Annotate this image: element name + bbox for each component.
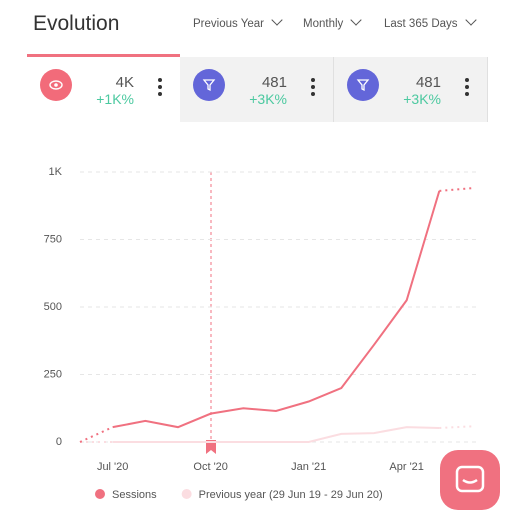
icon — [347, 69, 379, 101]
y-tick-label: 250 — [44, 368, 62, 380]
chat-button[interactable] — [440, 450, 500, 510]
filter[interactable]: Last 365 Days — [384, 18, 475, 30]
line — [112, 190, 441, 429]
event-flag — [206, 440, 216, 454]
metric-card[interactable]: 4K +1K% — [27, 57, 181, 122]
x-tick-label: Oct '20 — [193, 461, 228, 473]
metric-change: +1K% — [96, 91, 134, 107]
line — [439, 425, 473, 429]
menu[interactable] — [311, 78, 315, 99]
line — [112, 426, 440, 443]
metric-value: 481 — [261, 74, 287, 91]
legend-marker — [95, 489, 105, 499]
legend-label: Previous year (29 Jun 19 - 29 Jun 20) — [199, 489, 383, 501]
filter[interactable]: Previous Year — [193, 18, 281, 30]
y-tick-label: 1K — [49, 166, 63, 178]
legend-marker — [181, 489, 192, 499]
icon — [40, 69, 72, 101]
x-tick-label: Apr '21 — [389, 461, 424, 473]
y-tick-label: 500 — [44, 301, 62, 313]
metric-change: +3K% — [403, 91, 441, 107]
x-tick-label: Jan '21 — [291, 461, 326, 473]
icon — [193, 69, 225, 101]
line — [439, 187, 473, 192]
y-tick-label: 750 — [44, 233, 62, 245]
legend-label: Sessions — [112, 489, 157, 501]
filter[interactable]: Monthly — [303, 18, 360, 30]
page-title: Evolution — [33, 12, 120, 35]
active-tab-indicator — [27, 54, 180, 57]
menu[interactable] — [158, 78, 162, 99]
metric-value: 4K — [115, 74, 134, 91]
metric-change: +3K% — [249, 91, 287, 107]
metric-card[interactable]: 481 +3K% — [334, 57, 488, 122]
metric-value: 481 — [415, 74, 441, 91]
line — [79, 426, 114, 443]
x-tick-label: Jul '20 — [97, 461, 128, 473]
y-tick-label: 0 — [56, 436, 62, 448]
menu[interactable] — [465, 78, 469, 99]
metric-card[interactable]: 481 +3K% — [180, 57, 334, 122]
